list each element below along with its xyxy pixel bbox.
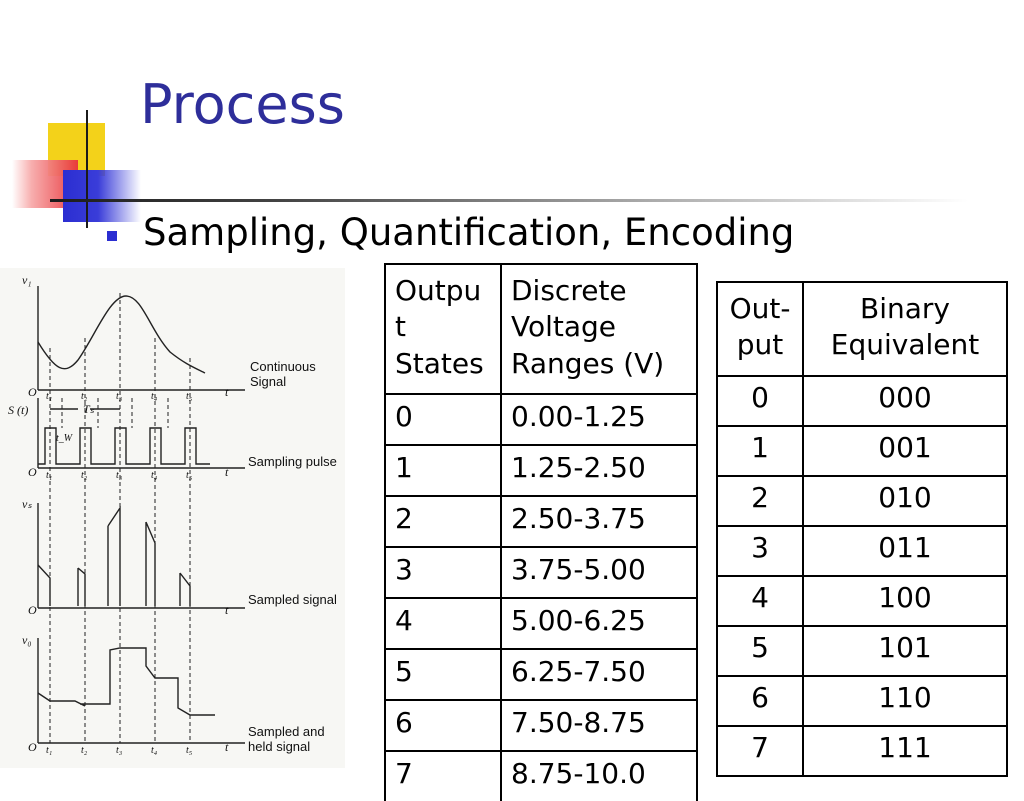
table-row: 2 010	[716, 475, 1008, 527]
table-header-row: Outpu t States Discrete Voltage Ranges (…	[384, 263, 698, 395]
cell-state: 0	[384, 393, 502, 446]
table-row: 0 000	[716, 375, 1008, 427]
bullet-text: Sampling, Quantification, Encoding	[143, 211, 795, 254]
cell-range: 5.00-6.25	[500, 597, 698, 650]
axis-t-1: t	[225, 385, 229, 399]
logo-vertical-line	[86, 110, 88, 228]
cell-state: 5	[384, 648, 502, 701]
header-output-states: Outpu t States	[384, 263, 502, 395]
label-signal: Signal	[250, 374, 286, 389]
axis-t-4: t	[225, 740, 229, 754]
cell-state: 3	[384, 546, 502, 599]
label-sampled-signal: Sampled signal	[248, 592, 337, 607]
tick-t2: t₂	[81, 391, 88, 402]
sampling-signal-figure: Continuous Signal Sampling pulse Sampled…	[0, 268, 345, 768]
tick-t4b: t₄	[151, 470, 158, 481]
tick-t3c: t₃	[116, 745, 123, 756]
table-row: 3 011	[716, 525, 1008, 577]
cell-output: 7	[716, 725, 804, 777]
cell-output: 6	[716, 675, 804, 727]
cell-output: 3	[716, 525, 804, 577]
cell-binary: 100	[802, 575, 1008, 627]
voltage-range-table: Outpu t States Discrete Voltage Ranges (…	[384, 263, 698, 801]
header-voltage-ranges: Discrete Voltage Ranges (V)	[500, 263, 698, 395]
tick-t3: t₃	[116, 391, 123, 402]
tick-t2b: t₂	[81, 470, 88, 481]
label-held-line2: held signal	[248, 739, 310, 754]
table-row: 1 001	[716, 425, 1008, 477]
header-binary-equivalent: Binary Equivalent	[802, 281, 1008, 377]
cell-output: 5	[716, 625, 804, 677]
cell-output: 0	[716, 375, 804, 427]
table-header-row: Out- put Binary Equivalent	[716, 281, 1008, 377]
cell-range: 2.50-3.75	[500, 495, 698, 548]
table-row: 5 6.25-7.50	[384, 648, 698, 701]
table-row: 6 7.50-8.75	[384, 699, 698, 752]
cell-state: 1	[384, 444, 502, 497]
axis-vs: vₛ	[22, 497, 32, 511]
origin-4: O	[28, 740, 37, 754]
cell-binary: 111	[802, 725, 1008, 777]
cell-binary: 011	[802, 525, 1008, 577]
table-row: 4 5.00-6.25	[384, 597, 698, 650]
cell-range: 3.75-5.00	[500, 546, 698, 599]
label-sampling-pulse: Sampling pulse	[248, 454, 337, 469]
axis-s: S (t)	[8, 403, 28, 417]
origin-3: O	[28, 603, 37, 617]
axis-ts: Tₛ	[83, 402, 95, 416]
tick-t5b: t₅	[186, 470, 193, 481]
axis-vo: v₀	[22, 633, 32, 647]
axis-tw: t_W	[56, 433, 74, 444]
table-row: 0 0.00-1.25	[384, 393, 698, 446]
tick-t1: t₁	[46, 391, 52, 402]
cell-binary: 101	[802, 625, 1008, 677]
cell-state: 7	[384, 750, 502, 801]
cell-output: 4	[716, 575, 804, 627]
tick-t5c: t₅	[186, 745, 193, 756]
cell-range: 1.25-2.50	[500, 444, 698, 497]
tick-t4: t₄	[151, 391, 158, 402]
tick-t3b: t₃	[116, 470, 123, 481]
cell-range: 6.25-7.50	[500, 648, 698, 701]
cell-range: 7.50-8.75	[500, 699, 698, 752]
table-row: 7 8.75-10.0	[384, 750, 698, 801]
table-row: 3 3.75-5.00	[384, 546, 698, 599]
table-row: 5 101	[716, 625, 1008, 677]
label-continuous: Continuous	[250, 359, 316, 374]
origin-1: O	[28, 385, 37, 399]
tick-t2c: t₂	[81, 745, 88, 756]
tick-t5: t₅	[186, 391, 193, 402]
cell-state: 6	[384, 699, 502, 752]
cell-binary: 000	[802, 375, 1008, 427]
tick-t4c: t₄	[151, 745, 158, 756]
cell-binary: 001	[802, 425, 1008, 477]
axis-t-2: t	[225, 465, 229, 479]
logo-blue-square	[63, 170, 141, 222]
cell-range: 0.00-1.25	[500, 393, 698, 446]
table-row: 2 2.50-3.75	[384, 495, 698, 548]
cell-binary: 010	[802, 475, 1008, 527]
axis-v1: v₁	[22, 273, 32, 287]
binary-equivalent-table: Out- put Binary Equivalent 0 000 1 001 2 01…	[716, 281, 1008, 777]
cell-range: 8.75-10.0	[500, 750, 698, 801]
label-held-line1: Sampled and	[248, 724, 325, 739]
title-underline	[50, 199, 968, 202]
cell-binary: 110	[802, 675, 1008, 727]
table-row: 7 111	[716, 725, 1008, 777]
cell-state: 2	[384, 495, 502, 548]
slide-title: Process	[140, 73, 345, 136]
cell-output: 1	[716, 425, 804, 477]
table-row: 1 1.25-2.50	[384, 444, 698, 497]
cell-state: 4	[384, 597, 502, 650]
tick-t1b: t₁	[46, 470, 52, 481]
cell-output: 2	[716, 475, 804, 527]
header-output: Out- put	[716, 281, 804, 377]
tick-t1c: t₁	[46, 745, 52, 756]
bullet-marker	[107, 231, 117, 241]
table-row: 6 110	[716, 675, 1008, 727]
axis-t-3: t	[225, 603, 229, 617]
table-row: 4 100	[716, 575, 1008, 627]
origin-2: O	[28, 465, 37, 479]
